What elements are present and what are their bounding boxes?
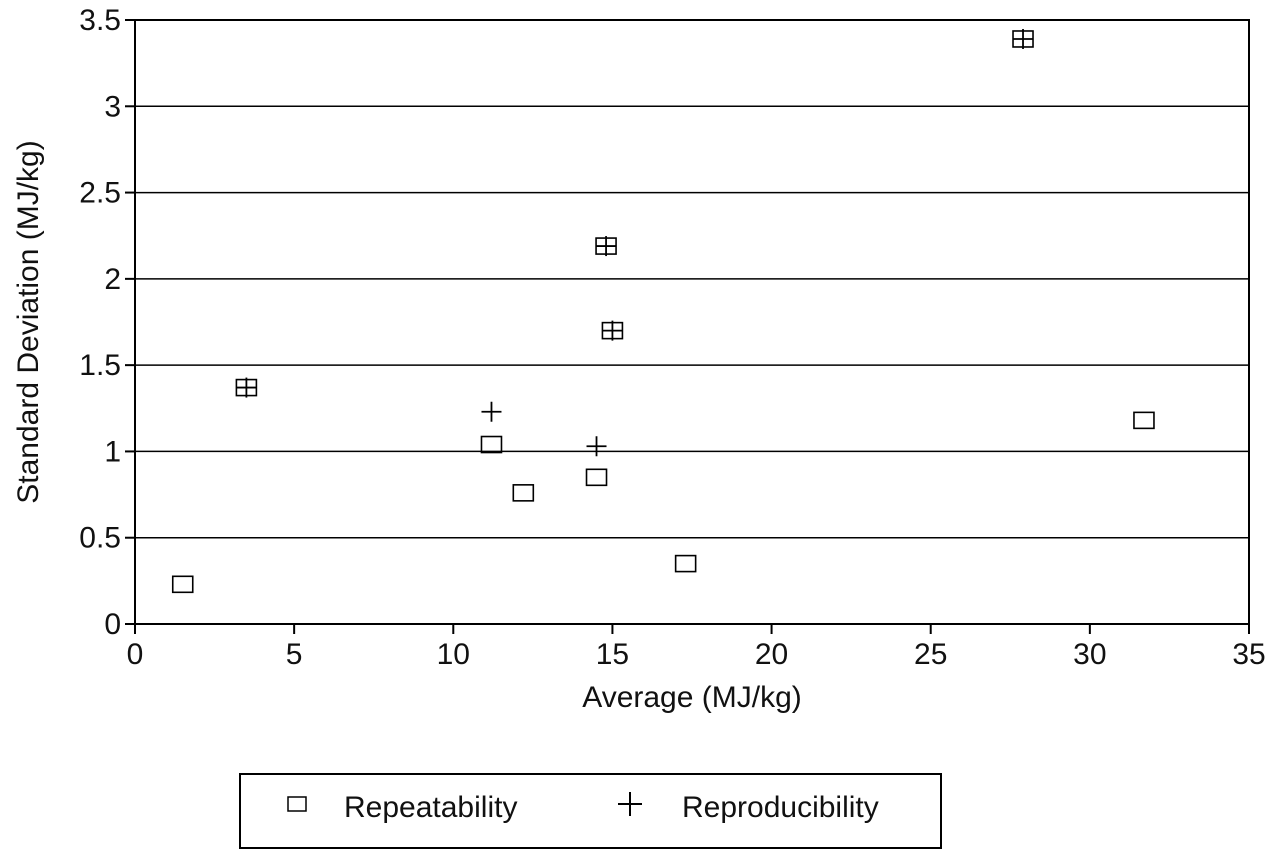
y-tick-label: 2 [104,263,121,296]
x-tick-label: 15 [596,638,629,671]
y-tick-label: 0.5 [79,522,121,555]
repeatability-point [1133,411,1155,430]
y-tick-label: 3 [104,90,121,123]
legend-box [239,773,942,849]
repeatability-point [585,468,608,487]
x-tick-label: 25 [914,638,947,671]
y-tick-label: 1 [104,435,121,468]
legend-reproducibility-marker [618,792,642,816]
x-tick-label: 5 [286,638,303,671]
y-tick-label: 0 [104,608,121,641]
y-tick-label: 3.5 [79,4,121,37]
x-tick-label: 10 [437,638,470,671]
axis-ticks: 0 0.5 1 1.5 2 2.5 3 3.5 0 5 10 15 20 25 30 35 [79,4,1265,671]
reproducibility-point [236,377,257,398]
reproducibility-point [586,436,607,457]
repeatability-point [171,575,194,594]
reproducibility-point [1013,28,1034,49]
x-tick-label: 35 [1232,638,1265,671]
y-tick-label: 1.5 [79,349,121,382]
x-tick-label: 30 [1073,638,1106,671]
data-points [171,28,1155,594]
reproducibility-point [481,401,502,422]
legend-repeatability-label: Repeatability [344,791,517,824]
legend-reproducibility-label: Reproducibility [682,791,879,824]
repeatability-point [512,484,535,502]
x-axis-title: Average (MJ/kg) [582,681,802,714]
legend-repeatability-marker [287,796,307,812]
plot-area-frame [134,19,1250,625]
y-axis-title: Standard Deviation (MJ/kg) [12,140,45,504]
reproducibility-point [596,236,617,257]
y-tick-label: 2.5 [79,177,121,210]
x-tick-label: 0 [127,638,144,671]
repeatability-point [480,435,503,454]
x-tick-label: 20 [755,638,788,671]
grid-lines [135,105,1249,539]
repeatability-point [674,554,697,573]
legend: Repeatability Reproducibility [239,773,942,849]
reproducibility-point [602,320,623,341]
